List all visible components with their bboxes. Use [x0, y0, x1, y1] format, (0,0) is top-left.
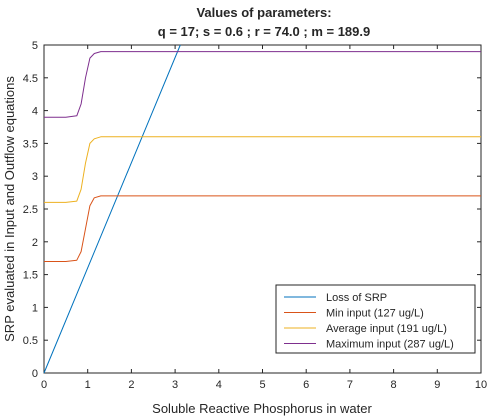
series-line-min-input-127-ug-l — [44, 195, 481, 262]
x-tick-label: 6 — [303, 379, 309, 391]
y-tick-label: 3.5 — [23, 138, 38, 150]
y-tick-label: 3 — [32, 171, 38, 183]
x-tick-label: 2 — [128, 379, 134, 391]
legend-label: Loss of SRP — [326, 292, 387, 304]
series-layer — [43, 44, 481, 374]
y-tick-label: 2.5 — [23, 204, 38, 216]
y-tick-label: 1 — [32, 302, 38, 314]
y-tick-label: 0 — [32, 368, 38, 380]
series-line-loss-of-srp — [43, 44, 181, 374]
chart-subtitle: q = 17; s = 0.6 ; r = 74.0 ; m = 189.9 — [158, 24, 370, 39]
series-line-average-input-191-ug-l — [44, 136, 481, 203]
x-tick-label: 7 — [347, 379, 353, 391]
legend-label: Average input (191 ug/L) — [326, 323, 447, 335]
series-line-maximum-input-287-ug-l — [44, 51, 481, 118]
chart-title: Values of parameters: — [196, 5, 331, 20]
x-tick-label: 0 — [41, 379, 47, 391]
y-tick-label: 4.5 — [23, 73, 38, 85]
x-tick-label: 4 — [216, 379, 222, 391]
y-tick-label: 0.5 — [23, 335, 38, 347]
x-tick-label: 5 — [259, 379, 265, 391]
y-tick-label: 1.5 — [23, 270, 38, 282]
legend-label: Maximum input (287 ug/L) — [326, 339, 454, 351]
x-tick-label: 8 — [391, 379, 397, 391]
y-axis-label: SRP evaluated in Input and Outflow equat… — [2, 76, 17, 342]
x-tick-label: 3 — [172, 379, 178, 391]
x-tick-label: 1 — [85, 379, 91, 391]
y-tick-label: 5 — [32, 40, 38, 52]
x-tick-label: 9 — [434, 379, 440, 391]
legend-box — [275, 284, 476, 354]
y-tick-label: 2 — [32, 237, 38, 249]
y-axis: 0 0.5 1 1.5 2 2.5 3 3.5 4 4.5 5 — [23, 40, 481, 380]
x-axis: 0 1 2 3 4 5 6 7 8 9 10 — [41, 45, 487, 391]
legend: Loss of SRP Min input (127 ug/L) Average i… — [275, 284, 476, 354]
legend-label: Min input (127 ug/L) — [326, 308, 424, 320]
x-tick-label: 10 — [475, 379, 487, 391]
x-axis-label: Soluble Reactive Phosphorus in water — [152, 401, 372, 416]
y-tick-label: 4 — [32, 106, 38, 118]
